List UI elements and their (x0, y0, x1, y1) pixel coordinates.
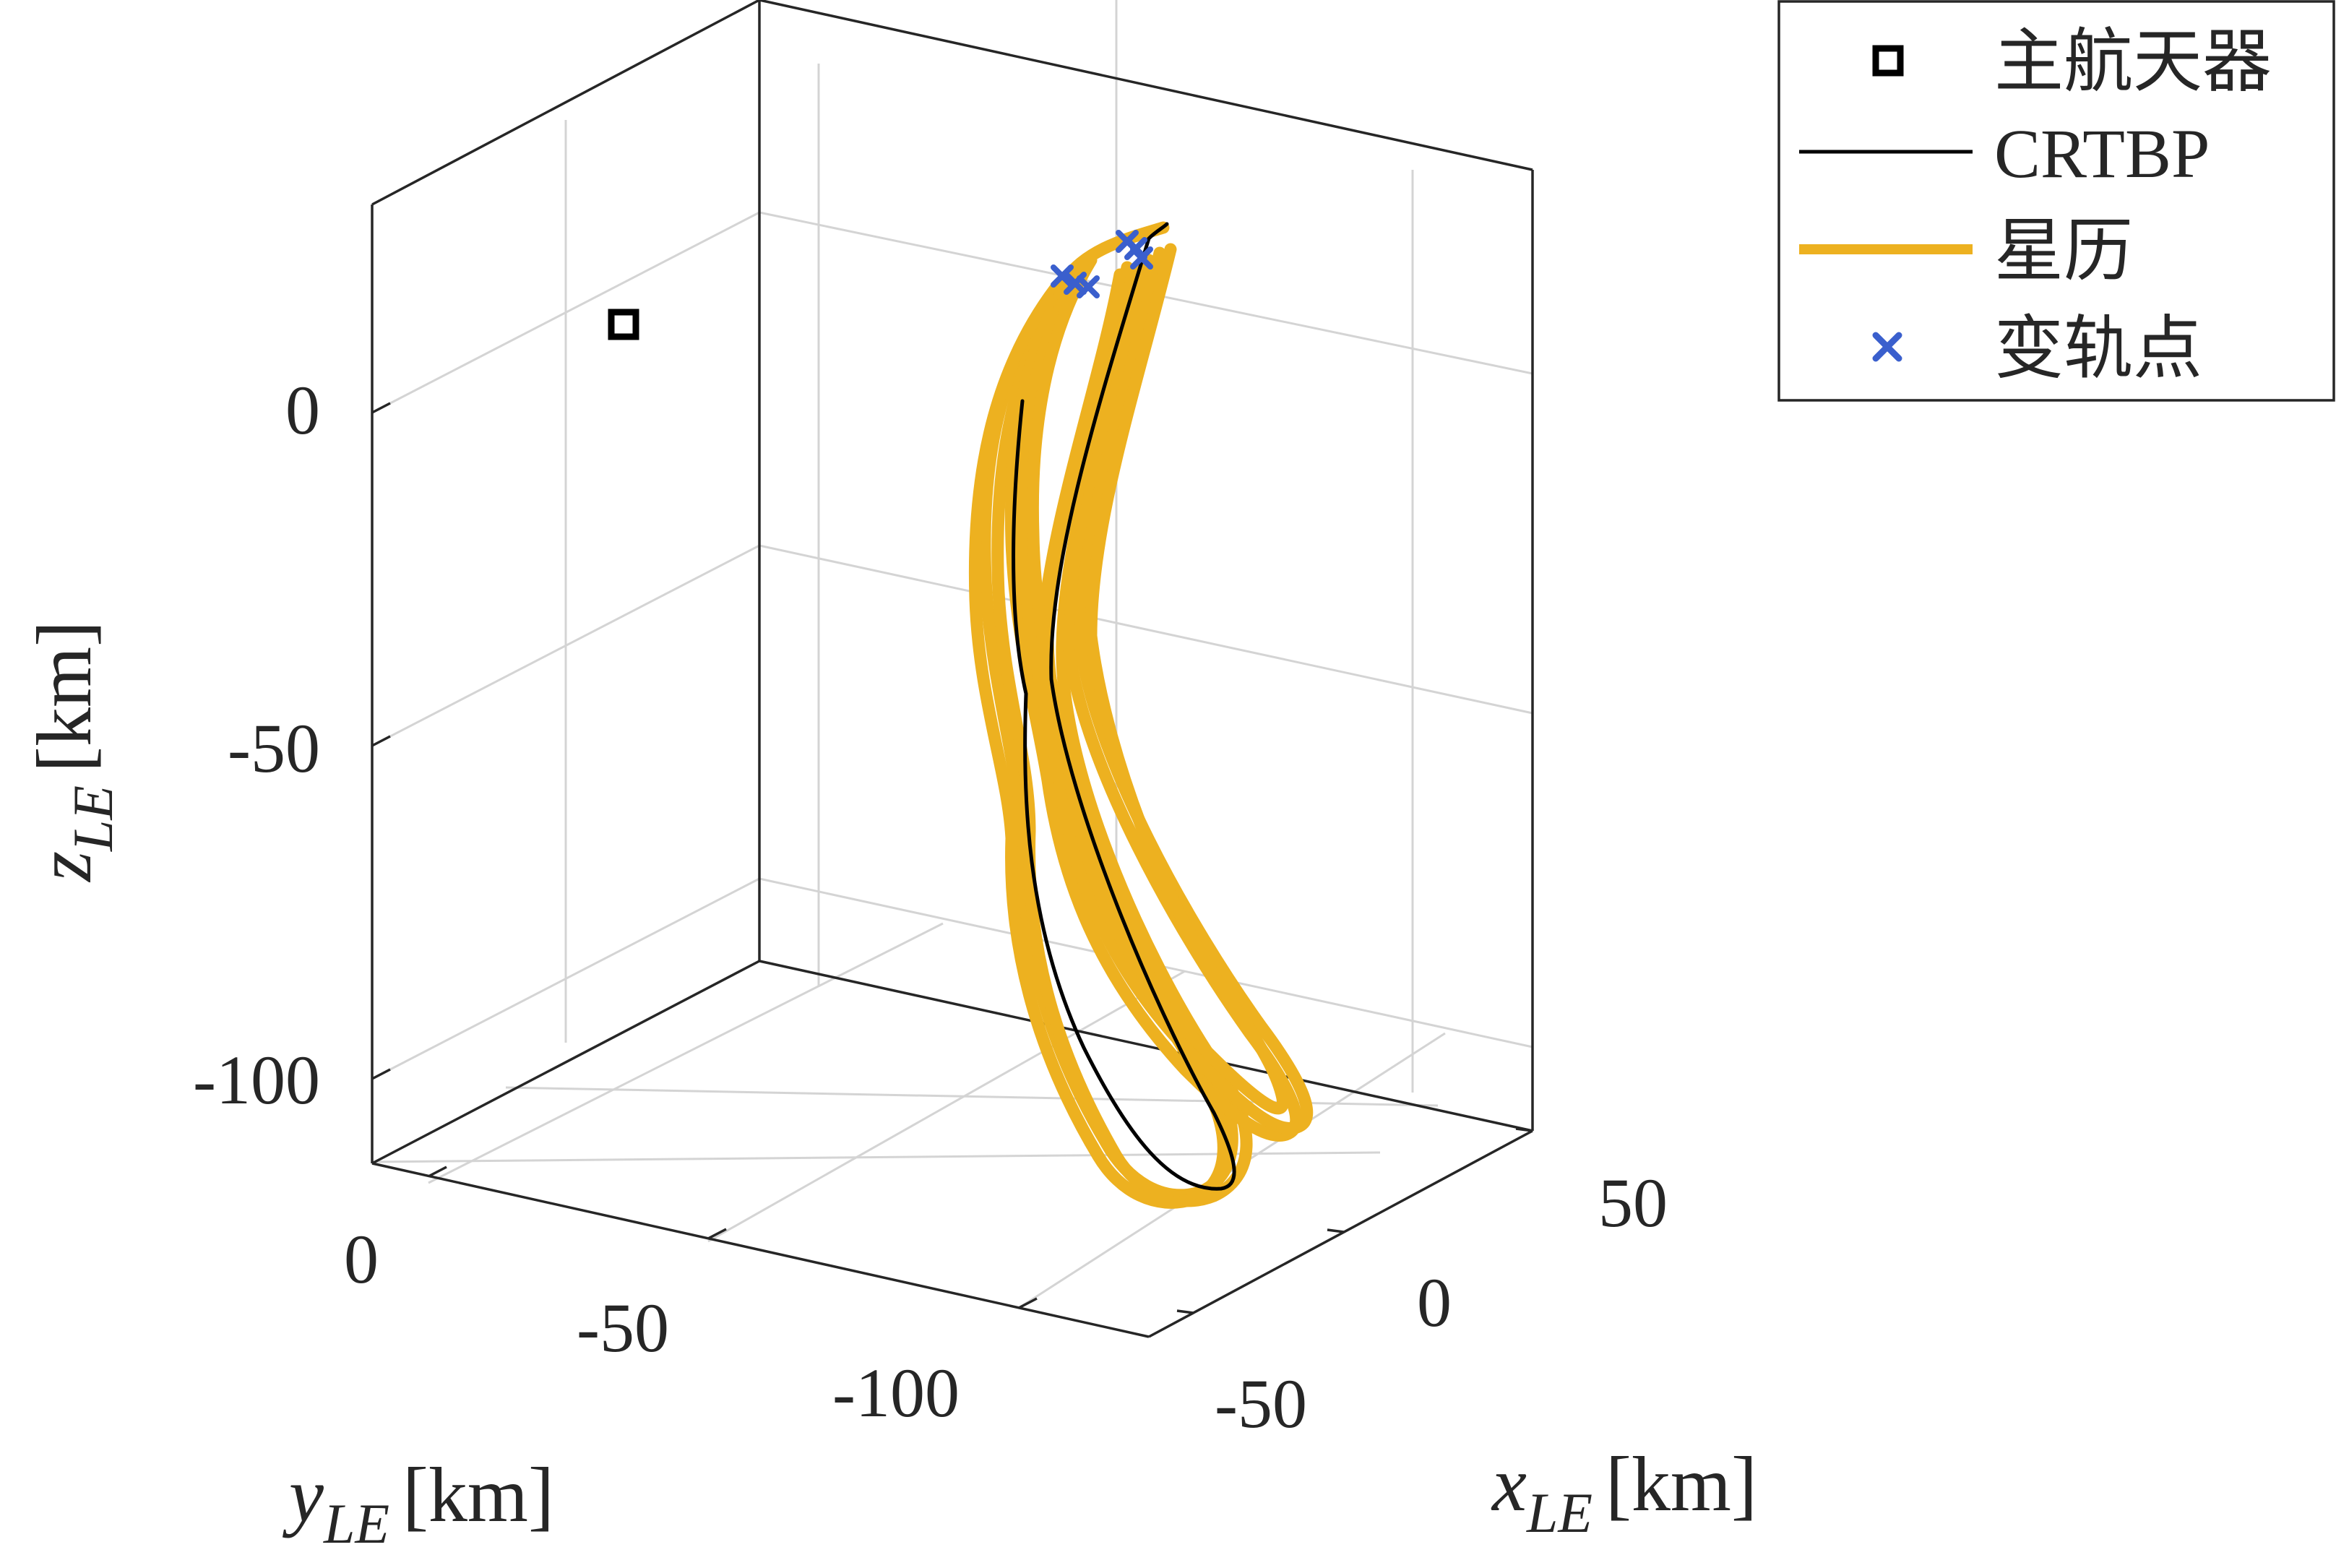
y-tick-0 (428, 1166, 447, 1178)
svg-text:xLE[km]: xLE [km] (1491, 1442, 1757, 1544)
grid-line-z-left-0 (371, 211, 760, 414)
legend-label-ephemeris: 星历 (1994, 212, 2133, 290)
grid-line-floor-0 (428, 922, 944, 1184)
z-axis-symbol: z (22, 851, 108, 883)
z-axis-subscript: LE (61, 785, 124, 852)
legend-item-ephemeris: 星历 (1799, 212, 2133, 290)
legend-label-maneuver-point: 变轨点 (1994, 310, 2202, 387)
series-maneuver-points (1051, 230, 1153, 298)
x-tick-label-0: 50 (1598, 1164, 1668, 1241)
x-tick-0 (1515, 1127, 1533, 1132)
y-tick-label-1: -50 (577, 1289, 669, 1366)
legend-x-marker (1872, 332, 1902, 362)
grid-line-floor-1 (707, 970, 1186, 1243)
legend: 主航天器 CRTBP 星历 变轨点 (1777, 0, 2335, 402)
grid-line-floor-3 (371, 1151, 1381, 1163)
legend-item-crtbp: CRTBP (1799, 115, 2210, 192)
y-tick-2 (1018, 1297, 1038, 1309)
legend-square-marker (1872, 45, 1904, 77)
axis-y-front (371, 1162, 1150, 1338)
svg-text:yLE[km]: yLE [km] (282, 1452, 554, 1555)
z-tick-0 (371, 402, 391, 414)
legend-box (1777, 0, 2335, 402)
series-crtbp (1012, 222, 1236, 1191)
legend-item-maneuver-point: 变轨点 (1872, 310, 2202, 387)
maneuver-point-3 (1077, 275, 1100, 298)
axis-floor-back-left (371, 960, 760, 1165)
z-tick-label-1: -50 (228, 710, 320, 787)
legend-label-main-spacecraft: 主航天器 (1994, 23, 2272, 100)
y-tick-label-0: 0 (344, 1220, 379, 1298)
axis-floor-back-right (759, 960, 1533, 1132)
tick-labels: 0 -50 -100 0 -50 -100 50 0 -50 (193, 371, 1668, 1442)
ephemeris-loop-5 (1015, 246, 1314, 1134)
x-axis-subscript: LE (1526, 1481, 1592, 1544)
series-ephemeris (968, 221, 1314, 1209)
crtbp-line (1012, 222, 1236, 1191)
z-axis-label: zLE [km] (22, 621, 124, 883)
axis-top-left (371, 0, 760, 206)
x-axis-symbol: x (1491, 1442, 1527, 1528)
y-axis-subscript: LE (323, 1492, 389, 1555)
maneuver-point-1 (1051, 264, 1074, 288)
z-tick-1 (371, 735, 391, 747)
z-axis-unit: [km] (22, 621, 108, 772)
legend-item-main-spacecraft: 主航天器 (1872, 23, 2272, 100)
x-tick-label-1: 0 (1417, 1264, 1452, 1341)
x-tick-1 (1327, 1228, 1345, 1233)
grid-line-z-left-1 (371, 544, 760, 747)
x-tick-2 (1176, 1309, 1194, 1314)
axes-box (371, 0, 1534, 1338)
tick-marks (371, 402, 1533, 1314)
z-tick-label-2: -100 (193, 1041, 320, 1119)
ephemeris-top-connector (1056, 221, 1170, 290)
grid-line-floor-2 (1018, 1032, 1446, 1309)
x-axis-unit: [km] (1606, 1442, 1757, 1528)
y-tick-1 (707, 1228, 727, 1240)
axis-x-front (1148, 1129, 1533, 1338)
ephemeris-loop-6 (1026, 243, 1289, 1115)
grid-lines (371, 0, 1533, 1309)
series-main-spacecraft-marker (608, 309, 639, 340)
y-tick-label-2: -100 (832, 1354, 960, 1431)
maneuver-point-6 (1130, 246, 1153, 270)
grid-line-z-left-2 (371, 877, 760, 1080)
svg-text:zLE[km]: zLE [km] (22, 621, 124, 883)
x-axis-label: xLE [km] (1491, 1442, 1757, 1544)
grid-line-z-right-1 (759, 544, 1533, 715)
x-tick-label-2: -50 (1215, 1365, 1307, 1442)
z-tick-2 (371, 1068, 391, 1080)
z-tick-label-0: 0 (285, 371, 320, 449)
y-axis-label: yLE [km] (282, 1452, 554, 1555)
y-axis-symbol: y (282, 1452, 324, 1538)
axis-top-right (759, 0, 1533, 171)
y-axis-unit: [km] (402, 1452, 554, 1538)
legend-label-crtbp: CRTBP (1994, 115, 2210, 192)
